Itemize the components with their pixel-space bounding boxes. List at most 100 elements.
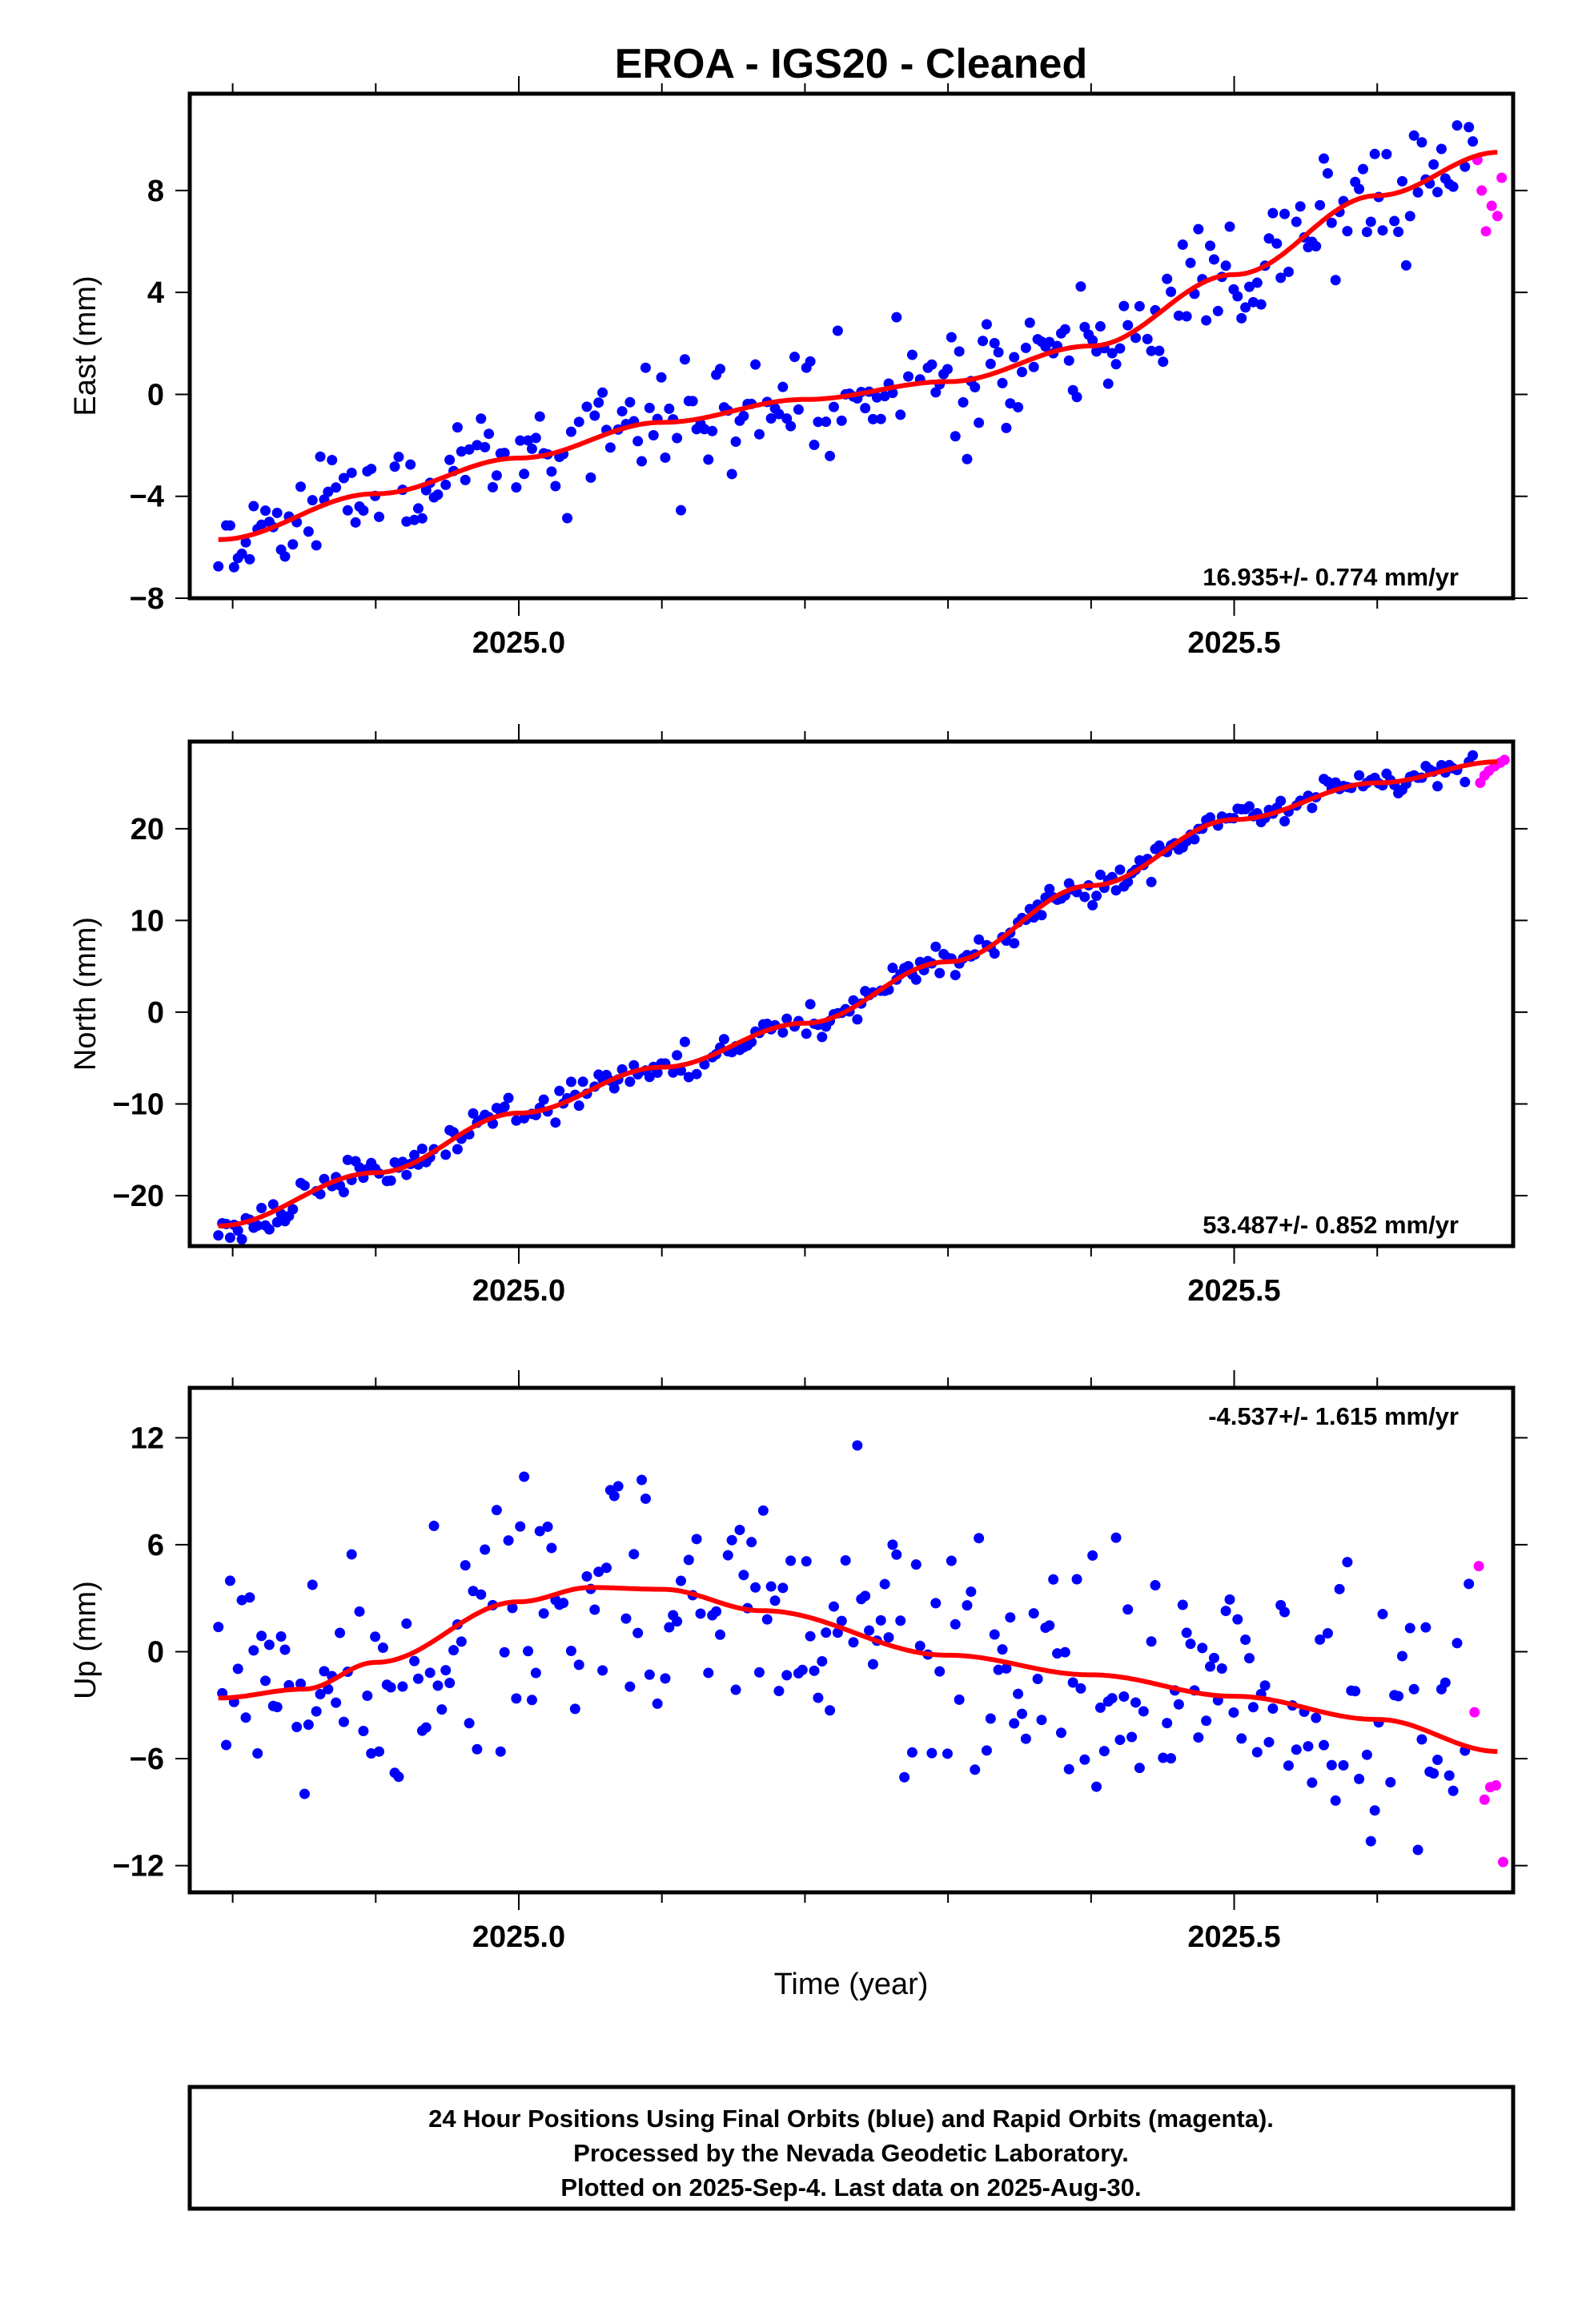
final-orbit-point <box>883 1632 894 1643</box>
final-orbit-point <box>1177 239 1188 251</box>
final-orbit-point <box>311 1706 322 1717</box>
final-orbit-point <box>1063 1763 1074 1775</box>
final-orbit-point <box>412 503 424 514</box>
final-orbit-point <box>1122 1604 1134 1615</box>
final-orbit-point <box>750 359 761 370</box>
final-orbit-point <box>476 413 487 424</box>
final-orbit-point <box>1005 398 1016 409</box>
final-orbit-point <box>1404 211 1415 222</box>
final-orbit-point <box>1106 1693 1118 1704</box>
final-orbit-point <box>287 539 299 550</box>
final-orbit-point <box>624 1681 636 1692</box>
final-orbit-point <box>934 967 946 979</box>
final-orbit-point <box>974 1533 985 1544</box>
final-orbit-point <box>950 431 961 442</box>
final-orbit-point <box>569 1703 580 1715</box>
final-orbit-point <box>1393 1691 1404 1702</box>
final-orbit-point <box>1201 1715 1212 1727</box>
y-tick-label: −20 <box>113 1180 164 1213</box>
final-orbit-point <box>828 401 839 412</box>
final-orbit-point <box>930 941 942 952</box>
final-orbit-point <box>534 1526 545 1537</box>
final-orbit-point <box>346 467 357 478</box>
final-orbit-point <box>480 1544 491 1555</box>
rapid-orbit-point <box>1473 1561 1484 1572</box>
final-orbit-point <box>519 468 530 480</box>
final-orbit-point <box>1044 883 1055 895</box>
final-orbit-point <box>1358 163 1369 175</box>
final-orbit-point <box>240 1712 251 1723</box>
final-orbit-point <box>589 1604 600 1615</box>
final-orbit-point <box>503 1535 514 1546</box>
final-orbit-point <box>338 1716 349 1727</box>
final-orbit-point <box>511 1115 522 1126</box>
final-orbit-point <box>1208 254 1219 265</box>
final-orbit-point <box>224 1575 235 1586</box>
final-orbit-point <box>805 1630 816 1642</box>
final-orbit-point <box>248 1645 259 1656</box>
final-orbit-point <box>472 440 483 451</box>
final-orbit-point <box>1154 345 1165 356</box>
final-orbit-point <box>1263 1736 1275 1747</box>
final-orbit-point <box>1291 1744 1302 1755</box>
final-orbit-point <box>1024 317 1035 328</box>
final-orbit-point <box>711 1606 722 1617</box>
final-orbit-point <box>1412 187 1423 198</box>
final-orbit-point <box>676 1575 687 1586</box>
final-orbit-point <box>769 1595 781 1606</box>
final-orbit-point <box>738 411 749 422</box>
final-orbit-point <box>1315 199 1326 211</box>
final-orbit-point <box>385 1175 396 1186</box>
final-orbit-point <box>1389 215 1400 227</box>
final-orbit-point <box>852 1014 863 1025</box>
final-orbit-point <box>600 1562 612 1574</box>
final-orbit-point <box>1094 1702 1106 1713</box>
final-orbit-point <box>864 1625 875 1636</box>
final-orbit-point <box>1428 159 1439 170</box>
final-orbit-point <box>315 1688 326 1699</box>
final-orbit-point <box>476 1589 487 1600</box>
final-orbit-point <box>813 1692 824 1703</box>
final-orbit-point <box>1162 273 1173 284</box>
final-orbit-point <box>1208 1652 1219 1663</box>
final-orbit-point <box>1232 1614 1243 1625</box>
final-orbit-point <box>867 1659 878 1670</box>
final-orbit-point <box>773 1686 785 1697</box>
plot-frame <box>187 739 1516 1248</box>
final-orbit-point <box>224 1232 235 1244</box>
final-orbit-point <box>879 391 890 402</box>
final-orbit-point <box>707 425 718 436</box>
final-orbit-point <box>542 1521 553 1532</box>
final-orbit-point <box>848 1637 859 1648</box>
final-orbit-point <box>256 1203 267 1214</box>
final-orbit-point <box>315 451 326 462</box>
final-orbit-point <box>1267 1703 1279 1714</box>
final-orbit-point <box>648 430 659 441</box>
final-orbit-point <box>338 1187 349 1198</box>
final-orbit-point <box>416 1143 428 1154</box>
final-orbit-point <box>970 1764 981 1775</box>
final-orbit-point <box>672 1050 683 1061</box>
final-orbit-point <box>966 1586 977 1598</box>
final-orbit-point <box>1048 1574 1059 1585</box>
final-orbit-point <box>323 1683 334 1695</box>
final-orbit-point <box>1166 286 1177 297</box>
final-orbit-point <box>1067 1677 1078 1688</box>
final-orbit-point <box>1138 1706 1149 1717</box>
final-orbit-point <box>910 974 921 985</box>
final-orbit-point <box>1330 1795 1341 1806</box>
final-orbit-point <box>393 1771 404 1783</box>
rate-label: 53.487+/- 0.852 mm/yr <box>1203 1211 1459 1239</box>
final-orbit-point <box>672 1616 683 1627</box>
final-orbit-point <box>1071 392 1082 403</box>
final-orbit-point <box>346 1549 357 1560</box>
footer-box <box>187 2085 1516 2211</box>
final-orbit-point <box>213 1622 224 1633</box>
final-orbit-point <box>1350 1686 1361 1697</box>
final-orbit-point <box>397 1681 408 1692</box>
final-orbit-point <box>1447 181 1459 192</box>
final-orbit-point <box>825 450 836 461</box>
final-orbit-point <box>1110 1532 1122 1543</box>
final-orbit-point <box>1193 223 1204 235</box>
